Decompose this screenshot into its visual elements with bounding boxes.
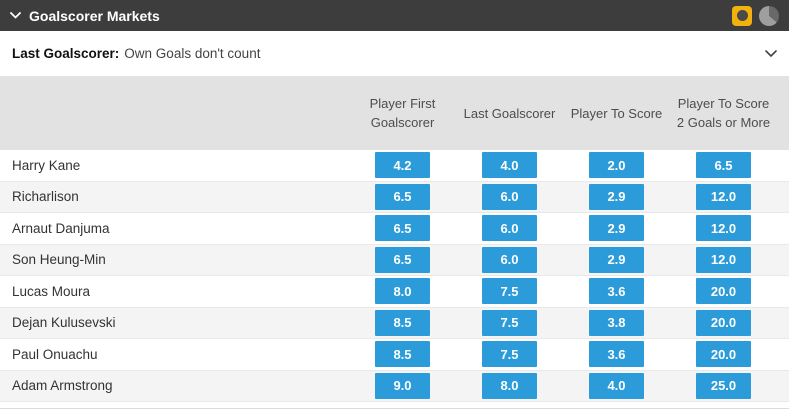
odds-button-score-2-or-more[interactable]: 20.0 xyxy=(696,309,751,336)
odds-button-first-goalscorer[interactable]: 8.0 xyxy=(375,278,430,305)
odds-button-score-2-or-more[interactable]: 6.5 xyxy=(696,152,751,179)
yellow-badge-icon xyxy=(732,5,752,26)
player-row: Arnaut Danjuma 6.5 6.0 2.9 12.0 xyxy=(0,213,789,245)
odds-button-first-goalscorer[interactable]: 6.5 xyxy=(375,215,430,242)
column-header-first-goalscorer: Player First Goalscorer xyxy=(369,96,436,130)
player-row: Lucas Moura 8.0 7.5 3.6 20.0 xyxy=(0,276,789,308)
column-header-score-2-or-more: Player To Score 2 Goals or More xyxy=(676,96,771,130)
player-row: Harry Kane 4.2 4.0 2.0 6.5 xyxy=(0,150,789,182)
odds-button-last-goalscorer[interactable]: 7.5 xyxy=(482,309,537,336)
player-odds-list: Harry Kane 4.2 4.0 2.0 6.5 Richarlison 6… xyxy=(0,150,789,402)
odds-button-player-to-score[interactable]: 4.0 xyxy=(589,372,644,399)
odds-button-first-goalscorer[interactable]: 9.0 xyxy=(375,372,430,399)
odds-button-first-goalscorer[interactable]: 8.5 xyxy=(375,309,430,336)
player-name: Dejan Kulusevski xyxy=(12,315,116,331)
odds-button-player-to-score[interactable]: 2.0 xyxy=(589,152,644,179)
chevron-down-icon[interactable] xyxy=(765,45,777,63)
odds-button-score-2-or-more[interactable]: 12.0 xyxy=(696,215,751,242)
odds-button-last-goalscorer[interactable]: 4.0 xyxy=(482,152,537,179)
player-name: Lucas Moura xyxy=(12,283,91,299)
player-row: Richarlison 6.5 6.0 2.9 12.0 xyxy=(0,181,789,213)
odds-button-score-2-or-more[interactable]: 12.0 xyxy=(696,183,751,210)
market-section-title: Goalscorer Markets xyxy=(29,7,160,24)
odds-button-player-to-score[interactable]: 3.6 xyxy=(589,278,644,305)
column-header-player-to-score: Player To Score xyxy=(570,105,663,121)
player-name: Adam Armstrong xyxy=(12,378,113,394)
odds-button-last-goalscorer[interactable]: 6.0 xyxy=(482,183,537,210)
odds-button-first-goalscorer[interactable]: 6.5 xyxy=(375,183,430,210)
odds-button-last-goalscorer[interactable]: 8.0 xyxy=(482,372,537,399)
clock-icon xyxy=(759,5,779,26)
odds-button-score-2-or-more[interactable]: 20.0 xyxy=(696,278,751,305)
odds-button-player-to-score[interactable]: 3.6 xyxy=(589,341,644,368)
submarket-note: Own Goals don't count xyxy=(124,46,261,61)
player-name: Richarlison xyxy=(12,189,79,205)
column-header-last-goalscorer: Last Goalscorer xyxy=(463,105,556,121)
market-section-header[interactable]: Goalscorer Markets xyxy=(0,0,789,31)
odds-button-first-goalscorer[interactable]: 4.2 xyxy=(375,152,430,179)
odds-button-last-goalscorer[interactable]: 6.0 xyxy=(482,246,537,273)
odds-button-player-to-score[interactable]: 3.8 xyxy=(589,309,644,336)
odds-button-score-2-or-more[interactable]: 12.0 xyxy=(696,246,751,273)
player-name: Paul Onuachu xyxy=(12,346,98,362)
odds-button-first-goalscorer[interactable]: 8.5 xyxy=(375,341,430,368)
odds-column-header-row: Player First Goalscorer Last Goalscorer … xyxy=(0,76,789,150)
odds-button-score-2-or-more[interactable]: 25.0 xyxy=(696,372,751,399)
player-row: Son Heung-Min 6.5 6.0 2.9 12.0 xyxy=(0,244,789,276)
player-name: Son Heung-Min xyxy=(12,252,106,268)
chevron-down-icon xyxy=(10,12,21,19)
player-row: Dejan Kulusevski 8.5 7.5 3.8 20.0 xyxy=(0,307,789,339)
odds-button-player-to-score[interactable]: 2.9 xyxy=(589,246,644,273)
player-row: Paul Onuachu 8.5 7.5 3.6 20.0 xyxy=(0,339,789,371)
odds-button-last-goalscorer[interactable]: 6.0 xyxy=(482,215,537,242)
market-subheader[interactable]: Last Goalscorer: Own Goals don't count xyxy=(0,31,789,76)
odds-button-last-goalscorer[interactable]: 7.5 xyxy=(482,278,537,305)
odds-button-last-goalscorer[interactable]: 7.5 xyxy=(482,341,537,368)
player-row: Adam Armstrong 9.0 8.0 4.0 25.0 xyxy=(0,370,789,402)
odds-button-score-2-or-more[interactable]: 20.0 xyxy=(696,341,751,368)
odds-button-first-goalscorer[interactable]: 6.5 xyxy=(375,246,430,273)
odds-button-player-to-score[interactable]: 2.9 xyxy=(589,215,644,242)
submarket-name: Last Goalscorer: xyxy=(12,46,120,61)
player-name: Arnaut Danjuma xyxy=(12,220,110,236)
player-name: Harry Kane xyxy=(12,157,81,173)
odds-button-player-to-score[interactable]: 2.9 xyxy=(589,183,644,210)
